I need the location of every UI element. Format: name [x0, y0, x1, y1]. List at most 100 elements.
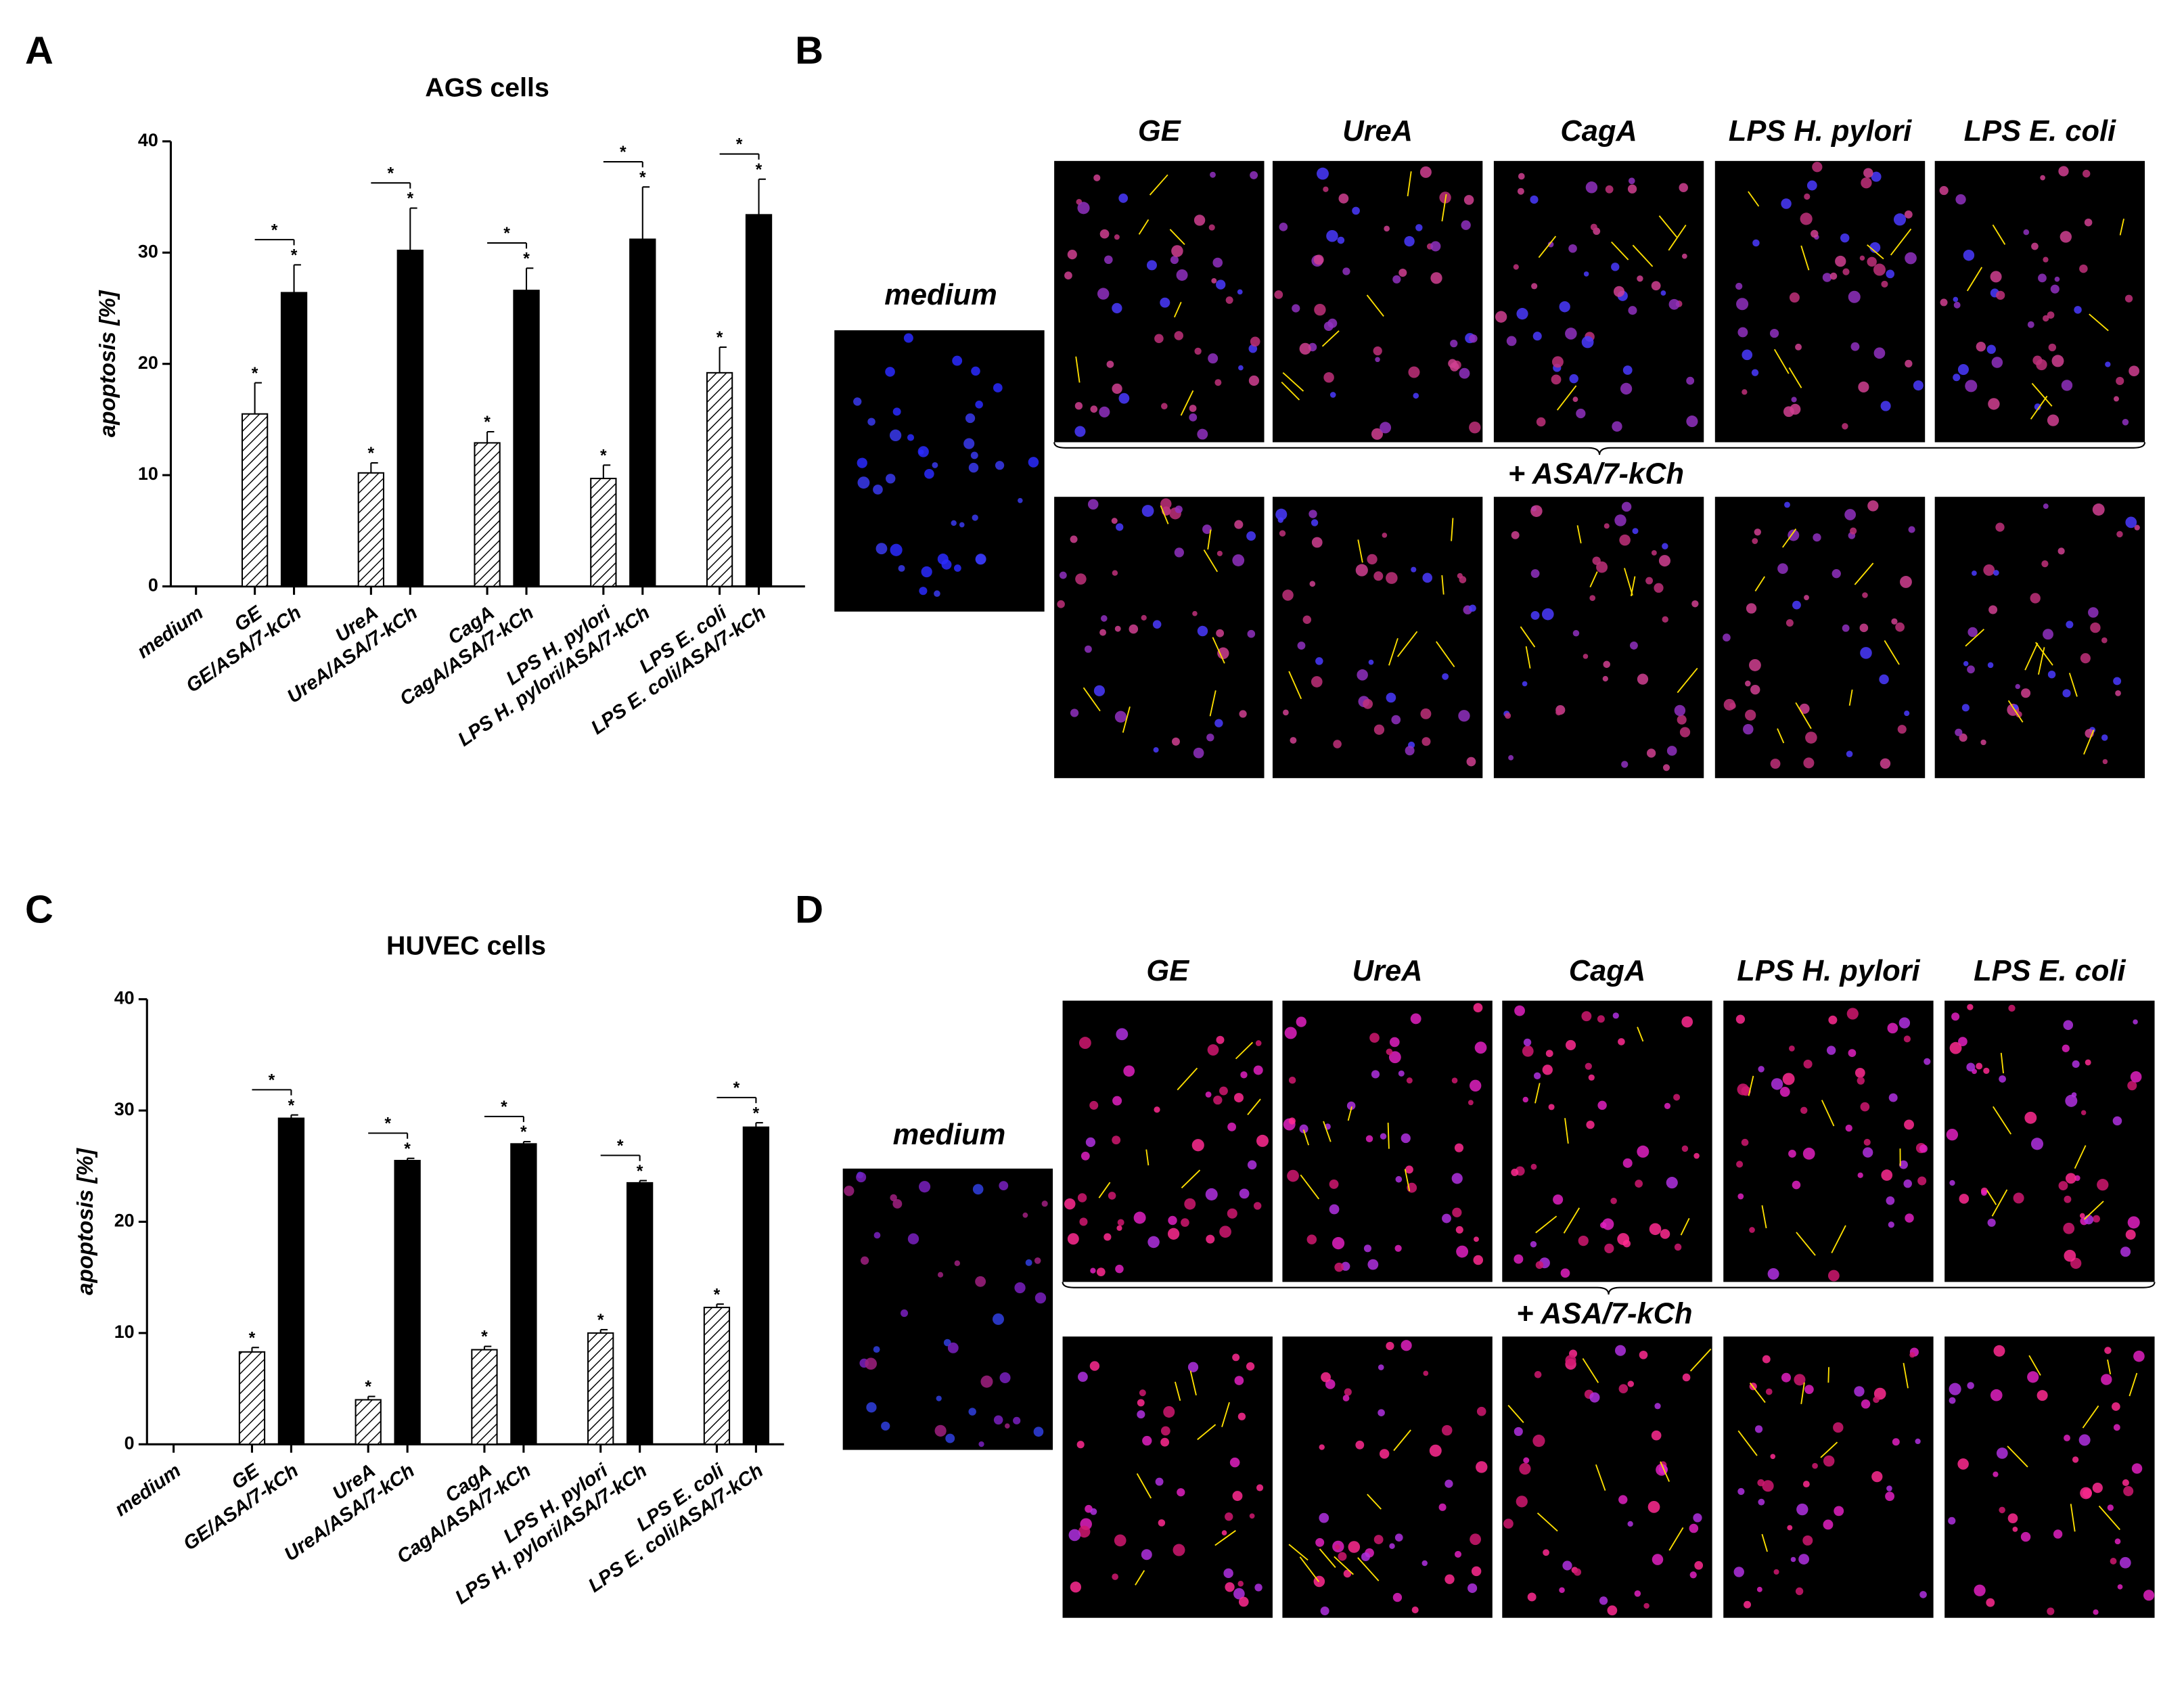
- cell: [1444, 1479, 1453, 1488]
- cell: [1961, 704, 1970, 712]
- cell: [2050, 284, 2060, 294]
- cell: [1089, 1361, 1100, 1371]
- cell: [1993, 570, 1999, 576]
- cell: [1369, 1033, 1380, 1043]
- cell: [865, 1357, 878, 1370]
- arrow: [1407, 171, 1412, 197]
- cell: [1863, 1147, 1873, 1158]
- cell: [1225, 1512, 1233, 1521]
- cell: [1338, 193, 1349, 204]
- cell: [1585, 181, 1598, 194]
- arrow: [1538, 235, 1557, 259]
- cell: [1468, 1100, 1474, 1106]
- cell: [1189, 405, 1197, 412]
- arrow: [1396, 631, 1418, 658]
- cell: [2058, 166, 2069, 177]
- cell: [1074, 426, 1086, 437]
- significance-mark: *: [736, 136, 743, 154]
- significance-mark: *: [407, 190, 413, 208]
- cell: [1804, 193, 1811, 200]
- cell: [978, 1441, 984, 1447]
- cell: [1022, 1212, 1028, 1218]
- cell: [2041, 560, 2049, 568]
- cell: [1461, 220, 1471, 230]
- arrow: [1083, 687, 1101, 712]
- cell: [1395, 1175, 1403, 1183]
- y-axis-label: apoptosis [%]: [73, 1148, 98, 1295]
- cell: [1881, 1169, 1893, 1181]
- cell: [1752, 538, 1758, 544]
- micrograph-background: [1493, 497, 1704, 778]
- cell: [1240, 1071, 1248, 1079]
- cell: [1769, 328, 1779, 338]
- arrow: [1848, 689, 1853, 706]
- cell: [1827, 1270, 1840, 1282]
- cell: [1118, 392, 1130, 404]
- arrow: [1788, 367, 1802, 388]
- cell: [1905, 1213, 1914, 1223]
- cell: [1835, 255, 1846, 267]
- cell: [1187, 1362, 1199, 1372]
- cell: [1589, 1392, 1600, 1403]
- cell: [1833, 1422, 1844, 1433]
- cell: [1216, 550, 1223, 556]
- cell: [1118, 194, 1129, 203]
- cell: [2124, 294, 2133, 302]
- cell: [1253, 1065, 1263, 1075]
- cell: [2113, 1424, 2120, 1431]
- cell: [1517, 187, 1524, 195]
- cell: [1610, 1197, 1617, 1205]
- cell: [1473, 1003, 1483, 1012]
- cell: [1361, 1552, 1370, 1562]
- cell: [1530, 569, 1540, 578]
- cell: [1522, 1045, 1534, 1057]
- cell: [1371, 428, 1384, 440]
- cell: [1078, 1037, 1091, 1050]
- cell: [1078, 1525, 1091, 1538]
- micrograph: [1944, 1000, 2155, 1282]
- cell: [1514, 1005, 1525, 1016]
- cell: [1845, 1124, 1852, 1132]
- cell: [1025, 1259, 1032, 1266]
- column-title: GE: [1146, 955, 1190, 987]
- cell: [1323, 321, 1334, 332]
- cell: [1451, 1077, 1458, 1083]
- cell: [1723, 633, 1731, 642]
- cell: [1344, 1388, 1352, 1396]
- cell: [1891, 618, 1898, 625]
- bar: [355, 1399, 382, 1445]
- cell: [1274, 290, 1283, 299]
- cell: [903, 333, 913, 343]
- cell: [1823, 1455, 1835, 1467]
- cell: [898, 564, 905, 572]
- cell: [907, 1233, 919, 1244]
- arrow: [1334, 1556, 1354, 1575]
- cell: [1014, 1282, 1026, 1294]
- cell: [1649, 1223, 1662, 1236]
- cell: [1729, 702, 1736, 709]
- cell: [1951, 1012, 1960, 1021]
- arrow: [1748, 1075, 1754, 1096]
- cell: [1422, 572, 1432, 583]
- cell: [2036, 359, 2047, 371]
- micrograph-background: [1493, 160, 1704, 443]
- micrograph: [1502, 1336, 1712, 1618]
- cell: [993, 1415, 1003, 1425]
- cell: [867, 418, 875, 426]
- cell: [1829, 272, 1838, 280]
- cell: [1410, 1013, 1421, 1025]
- cell: [1516, 308, 1528, 320]
- cell: [1191, 1139, 1204, 1152]
- cell: [1363, 698, 1373, 709]
- cell: [1352, 206, 1360, 215]
- cell: [1959, 1194, 1970, 1204]
- cell: [2062, 1044, 2070, 1052]
- cell: [1652, 1554, 1664, 1565]
- arrow: [1323, 1121, 1332, 1142]
- y-tick-label: 20: [114, 1211, 135, 1231]
- cell: [1980, 739, 1986, 746]
- cell: [1976, 342, 1986, 352]
- cell: [1993, 1345, 2005, 1357]
- cell: [1237, 289, 1243, 295]
- cell: [919, 587, 928, 596]
